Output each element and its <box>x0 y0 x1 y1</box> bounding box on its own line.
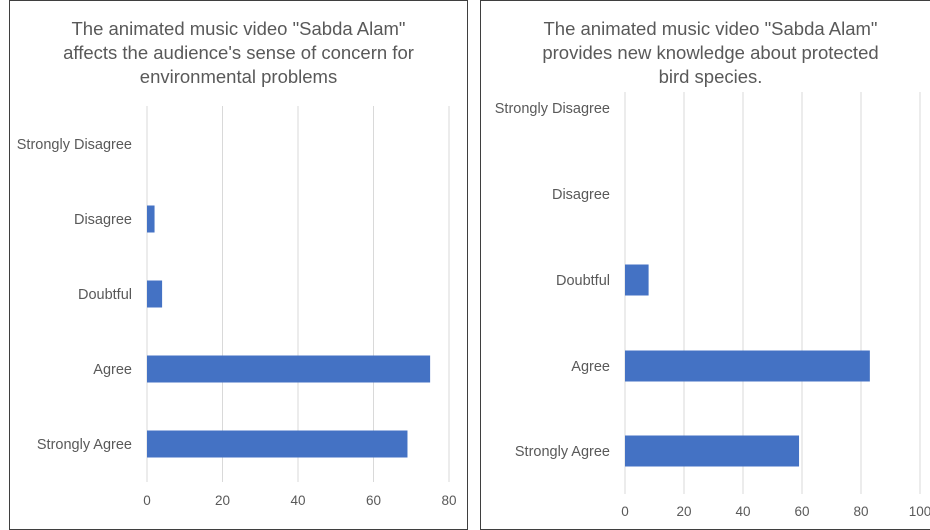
x-tick-label: 20 <box>215 493 230 508</box>
bar <box>147 355 431 383</box>
bar-chart-concern: 0 20 40 60 80 Strongly Disagree Disagree Doubtf… <box>17 106 457 508</box>
category-label: Doubtful <box>556 273 610 289</box>
x-tick-label: 100 <box>909 504 930 519</box>
category-label: Strongly Agree <box>515 444 610 460</box>
bar <box>147 430 408 458</box>
x-tick-label: 60 <box>794 504 809 519</box>
x-tick-label: 80 <box>853 504 868 519</box>
bar <box>147 280 163 308</box>
x-tick-label: 20 <box>676 504 691 519</box>
chart-title: The animated music video "Sabda Alam" af… <box>63 18 414 87</box>
x-tick-label: 40 <box>290 493 305 508</box>
category-label: Strongly Agree <box>37 437 132 453</box>
category-label: Doubtful <box>78 287 132 303</box>
bar <box>147 205 155 233</box>
category-label: Strongly Disagree <box>17 137 132 153</box>
bar-chart-knowledge: 0 20 40 60 80 100 Strongly Disagree Disagree Dou… <box>495 92 930 519</box>
category-label: Disagree <box>552 187 610 203</box>
category-label: Agree <box>571 359 610 375</box>
x-tick-label: 60 <box>366 493 381 508</box>
x-tick-label: 0 <box>143 493 151 508</box>
category-label: Strongly Disagree <box>495 101 610 117</box>
category-label: Disagree <box>74 212 132 228</box>
bar <box>625 435 800 467</box>
x-tick-label: 40 <box>735 504 750 519</box>
chart-title: The animated music video "Sabda Alam" pr… <box>542 18 879 87</box>
bar <box>625 350 870 382</box>
category-label: Agree <box>93 362 132 378</box>
x-tick-label: 0 <box>621 504 629 519</box>
x-tick-label: 80 <box>441 493 456 508</box>
bar <box>625 264 649 296</box>
